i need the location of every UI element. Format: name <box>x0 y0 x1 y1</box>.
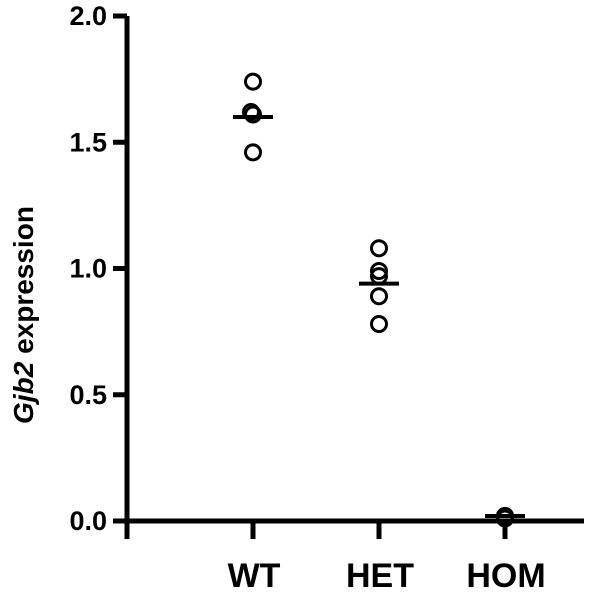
y-axis-label-suffix: expression <box>8 206 39 362</box>
data-point-het <box>370 239 388 258</box>
data-points <box>242 72 514 528</box>
y-tick-label: 1.0 <box>69 254 107 284</box>
y-tick-label: 1.5 <box>69 127 107 157</box>
data-point-wt <box>244 72 262 91</box>
y-tick-label: 2.0 <box>69 1 107 31</box>
data-point-wt <box>242 102 260 121</box>
axes <box>124 16 584 539</box>
mean-markers <box>233 115 525 518</box>
x-tick-label: HOM <box>466 557 545 595</box>
data-point-het <box>370 315 388 334</box>
x-tick-label: WT <box>228 557 281 595</box>
data-point-het <box>370 262 388 281</box>
y-tick-label: 0.0 <box>69 506 107 536</box>
data-point-wt <box>244 143 262 162</box>
y-axis-label-gene: Gjb2 <box>8 361 39 424</box>
x-axis-ticks: WT HET HOM <box>228 521 546 595</box>
y-axis-ticks: 0.0 0.5 1.0 1.5 2.0 <box>69 1 127 536</box>
y-tick-label: 0.5 <box>69 380 107 410</box>
y-axis-label: Gjb2 expression <box>8 206 39 424</box>
data-point-het <box>370 287 388 306</box>
x-tick-label: HET <box>346 557 414 595</box>
